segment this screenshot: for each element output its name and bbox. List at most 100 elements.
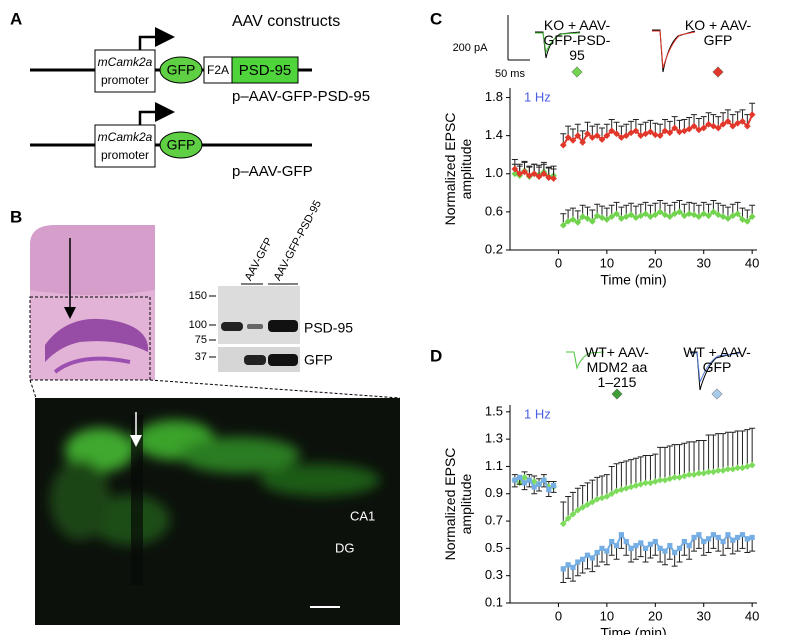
data-point xyxy=(574,218,582,226)
data-point xyxy=(517,474,523,480)
data-point xyxy=(676,128,683,136)
error-bar xyxy=(720,433,727,471)
data-point xyxy=(613,543,620,549)
data-point xyxy=(642,479,649,487)
data-point xyxy=(671,124,679,132)
data-point xyxy=(729,122,737,130)
data-point xyxy=(725,532,731,538)
error-bar xyxy=(584,482,591,505)
y-tick-label: 1.4 xyxy=(485,127,503,142)
error-bar xyxy=(691,441,698,475)
data-point xyxy=(734,464,742,472)
x-tick-label: 30 xyxy=(696,608,710,623)
data-point xyxy=(579,138,587,146)
data-point xyxy=(696,532,702,538)
data-point xyxy=(729,465,737,473)
x-tick-label: 0 xyxy=(555,608,562,623)
data-point xyxy=(633,543,639,549)
data-point xyxy=(719,467,727,474)
data-point xyxy=(559,520,567,528)
error-bar xyxy=(560,501,567,524)
data-point xyxy=(651,211,659,219)
data-point xyxy=(511,165,519,173)
data-point xyxy=(656,476,664,484)
data-point xyxy=(743,122,751,130)
data-point xyxy=(603,493,611,500)
legend-label: WT+ AAV-MDM2 aa 1–215 xyxy=(585,344,649,390)
error-bar xyxy=(729,431,736,470)
data-point xyxy=(748,213,756,221)
y-tick-label: 1.0 xyxy=(485,165,503,180)
data-point xyxy=(744,536,750,542)
data-point xyxy=(608,213,616,221)
data-point xyxy=(739,117,746,125)
data-point xyxy=(656,208,664,216)
data-point xyxy=(608,127,616,135)
panel-label: D xyxy=(430,346,442,365)
x-axis-title: Time (min) xyxy=(600,272,666,288)
error-bar xyxy=(681,442,688,477)
data-point xyxy=(710,532,717,538)
panel-label: C xyxy=(430,9,442,28)
legend-label: KO + AAV-GFP-PSD-95 xyxy=(543,17,611,63)
data-point xyxy=(603,132,611,140)
data-point xyxy=(743,218,751,225)
fluorescence-image: CA1 DG xyxy=(35,398,400,625)
construct-title: AAV constructs xyxy=(232,13,340,30)
error-bar xyxy=(686,441,693,475)
data-point xyxy=(715,534,721,541)
annotation: 1 Hz xyxy=(524,406,551,421)
error-bar xyxy=(710,434,717,472)
data-point xyxy=(685,125,693,133)
error-bar xyxy=(666,445,673,479)
data-point xyxy=(613,487,620,495)
y-tick-label: 0.3 xyxy=(485,567,503,582)
y-tick-label: 0.1 xyxy=(485,594,503,609)
data-point xyxy=(710,208,717,216)
data-point xyxy=(613,130,620,138)
data-point xyxy=(564,134,572,141)
data-point xyxy=(734,210,742,218)
error-bar xyxy=(661,446,668,481)
error-bar xyxy=(695,440,702,474)
data-point xyxy=(735,534,741,541)
y-tick-label: 1.1 xyxy=(485,458,503,473)
data-point xyxy=(632,482,640,489)
error-bar xyxy=(647,455,654,483)
data-point xyxy=(724,117,732,125)
data-point xyxy=(627,483,635,491)
data-point xyxy=(685,471,693,479)
legend-marker xyxy=(712,66,724,78)
series-line xyxy=(514,464,753,525)
error-bar xyxy=(632,457,639,486)
data-point xyxy=(627,211,635,219)
error-bar xyxy=(579,485,586,508)
data-point xyxy=(565,562,571,568)
scale-bar-label: 200 pA xyxy=(453,42,489,54)
data-point xyxy=(564,514,572,522)
data-point xyxy=(622,132,630,140)
error-bar xyxy=(715,433,722,471)
data-point xyxy=(647,128,654,136)
data-point xyxy=(526,477,532,483)
error-bar xyxy=(642,455,649,483)
data-point xyxy=(724,215,732,222)
data-point xyxy=(598,494,606,502)
legend-marker xyxy=(711,388,723,400)
data-point xyxy=(666,475,674,483)
data-point xyxy=(657,545,663,551)
data-point xyxy=(609,538,615,545)
data-point xyxy=(618,532,624,538)
data-point xyxy=(672,549,678,556)
x-tick-label: 20 xyxy=(648,255,662,270)
data-point xyxy=(628,545,634,551)
error-bar xyxy=(734,430,741,468)
band-label: PSD-95 xyxy=(304,320,353,336)
region-label: CA1 xyxy=(350,508,375,523)
legend-label: WT + AAV-GFP xyxy=(683,344,751,375)
data-point xyxy=(599,545,605,551)
gene-label: GFP xyxy=(167,62,196,78)
data-point xyxy=(661,476,669,484)
data-point xyxy=(667,543,673,549)
